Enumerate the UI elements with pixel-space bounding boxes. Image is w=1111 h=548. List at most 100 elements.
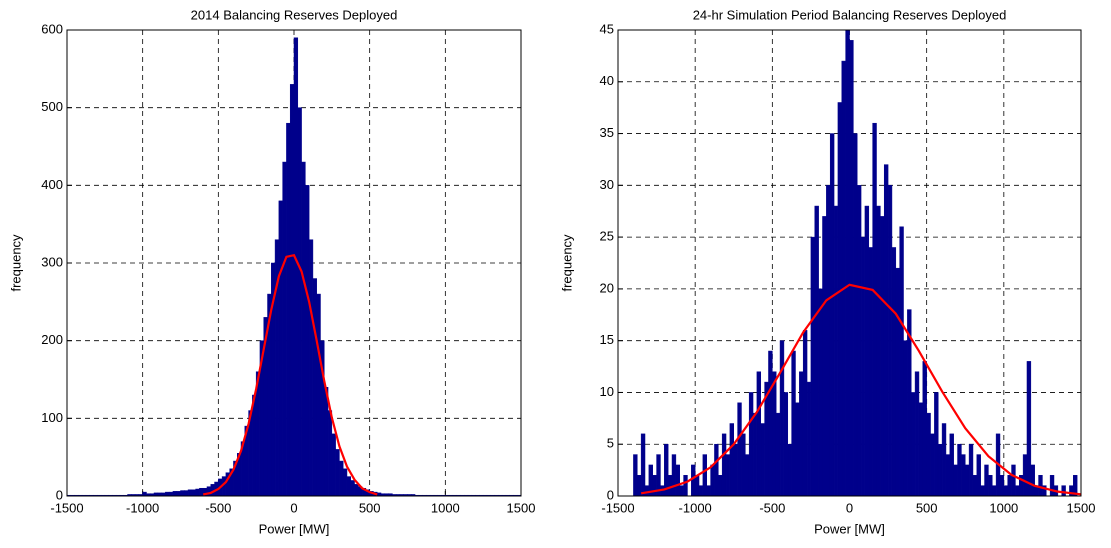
bar — [880, 216, 885, 497]
bar — [988, 475, 993, 497]
bar — [822, 216, 827, 497]
bar — [316, 293, 321, 497]
bar — [324, 387, 329, 497]
bar — [741, 433, 746, 497]
bar — [308, 239, 314, 497]
bar — [176, 491, 181, 497]
x-tick-label: -1000 — [126, 500, 159, 515]
bar — [829, 133, 835, 497]
bar — [818, 288, 823, 497]
bar — [903, 340, 908, 497]
bar — [706, 485, 711, 497]
bar — [278, 200, 283, 497]
bar — [941, 423, 947, 497]
bar — [633, 454, 638, 497]
bar — [914, 371, 920, 497]
bar — [976, 454, 981, 497]
bar — [667, 475, 673, 497]
bar — [180, 490, 185, 497]
bar — [795, 402, 800, 497]
bar — [327, 410, 333, 497]
x-tick-label: 500 — [916, 500, 938, 515]
bar — [354, 484, 359, 497]
bar — [810, 236, 816, 497]
bar — [853, 133, 858, 497]
bar — [331, 433, 336, 497]
bar — [335, 449, 340, 497]
bar — [679, 485, 684, 497]
bar — [953, 464, 958, 497]
y-axis-label: frequency — [8, 234, 23, 292]
x-tick-label: -500 — [205, 500, 231, 515]
bar — [305, 185, 310, 497]
y-tick-label: 20 — [600, 280, 614, 295]
bar — [195, 488, 200, 497]
y-tick-label: 300 — [41, 254, 63, 269]
bar — [787, 443, 792, 497]
bar — [833, 205, 839, 497]
bar — [301, 161, 306, 497]
bar — [783, 392, 789, 497]
bar — [837, 102, 843, 497]
fit-curve — [202, 253, 378, 496]
x-tick-label: -1000 — [679, 500, 712, 515]
bar — [922, 361, 927, 497]
bar — [339, 460, 344, 497]
bar — [918, 402, 924, 497]
bar — [772, 371, 777, 497]
bar — [729, 423, 734, 497]
bar — [168, 491, 174, 497]
y-tick-label: 30 — [600, 177, 614, 192]
bar — [702, 454, 707, 497]
bar — [187, 489, 193, 497]
fit-curve — [640, 283, 1082, 496]
bar — [999, 475, 1005, 497]
bar — [282, 161, 287, 497]
bar — [845, 29, 850, 497]
bar — [930, 433, 935, 497]
bar — [872, 122, 877, 497]
plot-frame — [617, 29, 1082, 497]
bar — [342, 468, 348, 497]
x-tick-label: 1500 — [1067, 500, 1096, 515]
x-tick-label: -1500 — [601, 500, 634, 515]
bar — [760, 423, 765, 497]
bar — [721, 433, 727, 497]
bar — [1022, 454, 1028, 497]
bar — [710, 464, 715, 497]
y-tick-label: 40 — [600, 73, 614, 88]
bar — [644, 485, 650, 497]
bar — [980, 485, 985, 497]
bar — [675, 464, 680, 497]
bar — [737, 402, 742, 497]
bar — [142, 491, 147, 497]
bar — [876, 205, 881, 497]
x-tick-label: -500 — [759, 500, 785, 515]
chart-title: 2014 Balancing Reserves Deployed — [191, 7, 398, 22]
bar — [864, 205, 870, 497]
bar — [312, 278, 317, 497]
x-axis-label: Power [MW] — [814, 521, 885, 536]
bar — [860, 236, 866, 497]
y-tick-label: 15 — [600, 332, 614, 347]
bar — [718, 475, 723, 497]
bar — [698, 485, 704, 497]
bar — [992, 485, 997, 497]
bar — [1011, 464, 1016, 497]
bar — [745, 454, 750, 497]
bar — [972, 475, 978, 497]
bar — [293, 37, 299, 497]
bar — [199, 487, 204, 497]
chart-title: 24-hr Simulation Period Balancing Reserv… — [693, 7, 1007, 22]
bar — [945, 454, 951, 497]
bar — [756, 371, 762, 497]
bar — [891, 247, 897, 497]
bar — [775, 412, 781, 497]
bar — [640, 433, 646, 497]
bar — [934, 392, 939, 497]
x-tick-label: 0 — [846, 500, 853, 515]
x-tick-label: -1500 — [50, 500, 83, 515]
x-axis-label: Power [MW] — [259, 521, 330, 536]
bar — [957, 443, 962, 497]
